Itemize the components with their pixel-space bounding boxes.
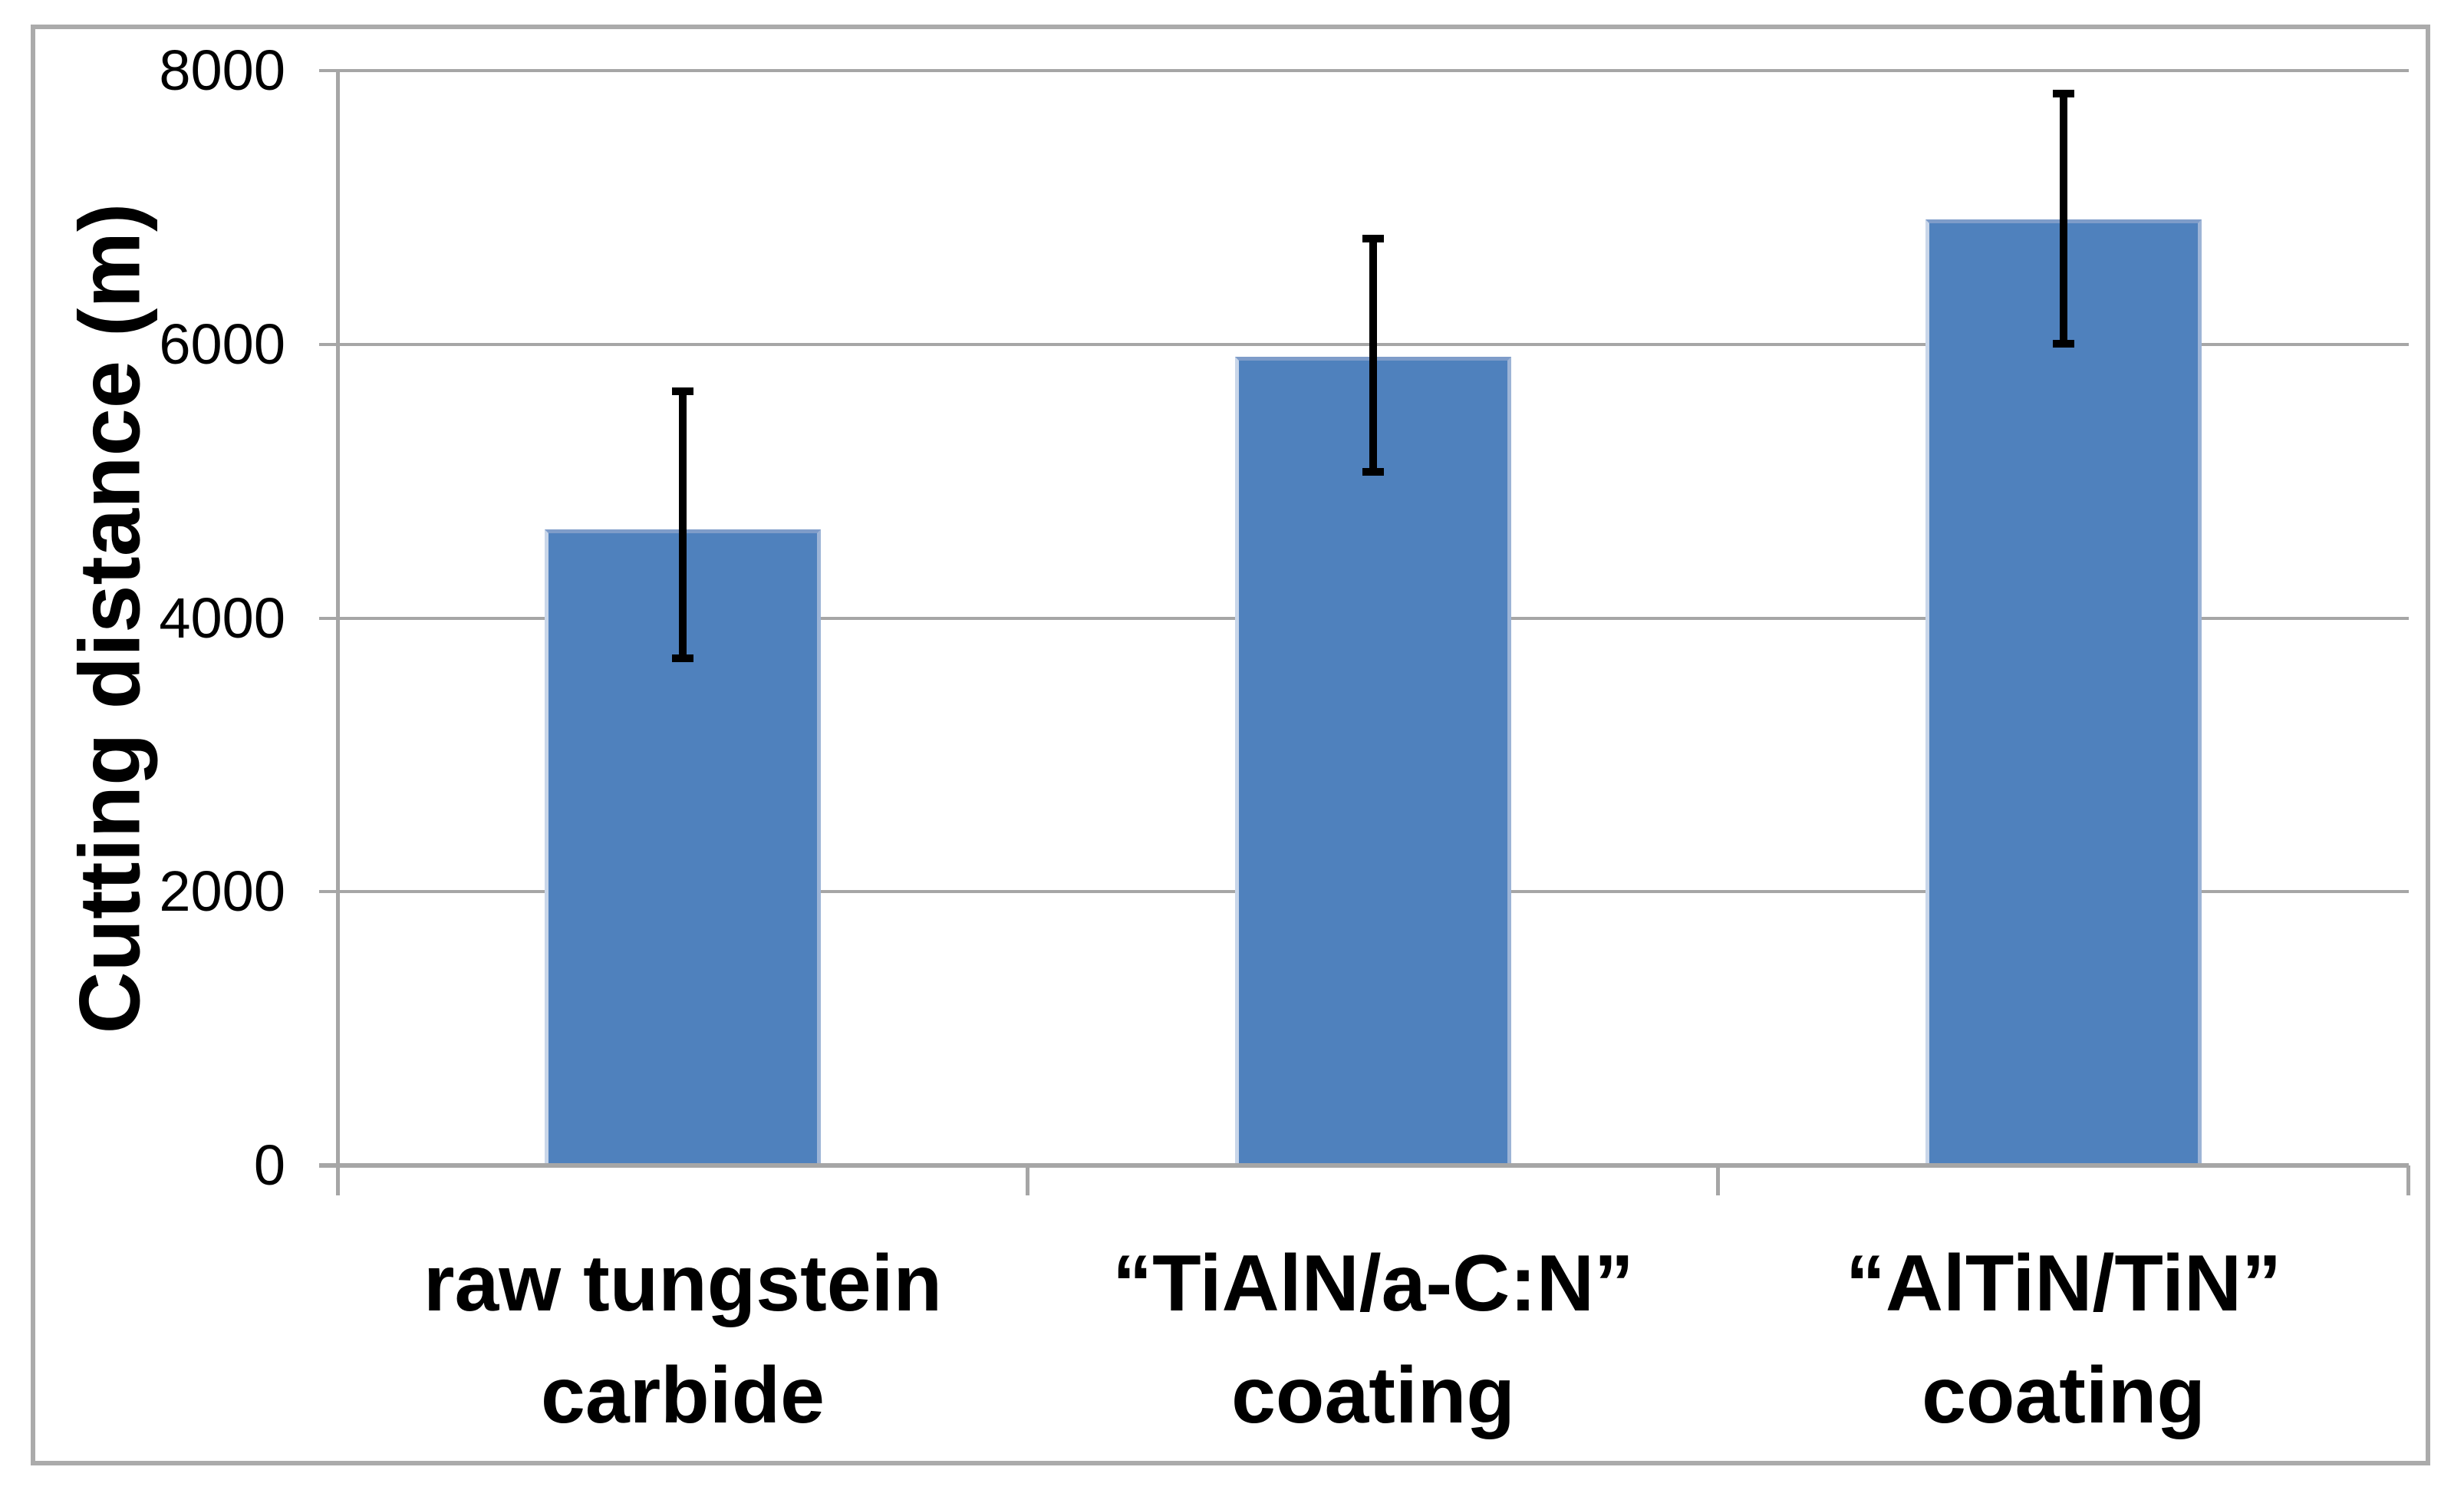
- gridline: [319, 69, 2409, 72]
- x-category-label: “AlTiN/TiN” coating: [1845, 1239, 2282, 1440]
- error-bar-stem: [2060, 92, 2067, 344]
- category-boundary-tick: [1026, 1165, 1029, 1195]
- x-axis-line: [319, 1163, 2409, 1168]
- bar: [1925, 219, 2202, 1168]
- y-tick-label: 4000: [159, 585, 285, 650]
- y-tick-label: 0: [253, 1133, 285, 1197]
- y-tick-label: 2000: [159, 859, 285, 924]
- error-bar-cap-top: [2053, 89, 2074, 97]
- error-bar-cap-bottom: [2053, 339, 2074, 348]
- error-bar-cap-bottom: [1362, 468, 1384, 476]
- category-boundary-tick: [1716, 1165, 1720, 1195]
- y-tick-label: 6000: [159, 312, 285, 376]
- x-category-label: raw tungstein carbide: [423, 1239, 943, 1440]
- error-bar-stem: [1369, 237, 1377, 473]
- y-axis-line: [336, 71, 340, 1195]
- error-bar-stem: [679, 391, 687, 659]
- x-category-label: “TiAlN/a-C:N” coating: [1112, 1239, 1634, 1440]
- category-boundary-tick: [2406, 1165, 2410, 1195]
- bar: [1235, 356, 1511, 1168]
- error-bar-cap-bottom: [672, 654, 693, 662]
- gridline: [319, 342, 2409, 346]
- error-bar-cap-top: [1362, 234, 1384, 242]
- y-tick-label: 8000: [159, 38, 285, 102]
- error-bar-cap-top: [672, 387, 693, 396]
